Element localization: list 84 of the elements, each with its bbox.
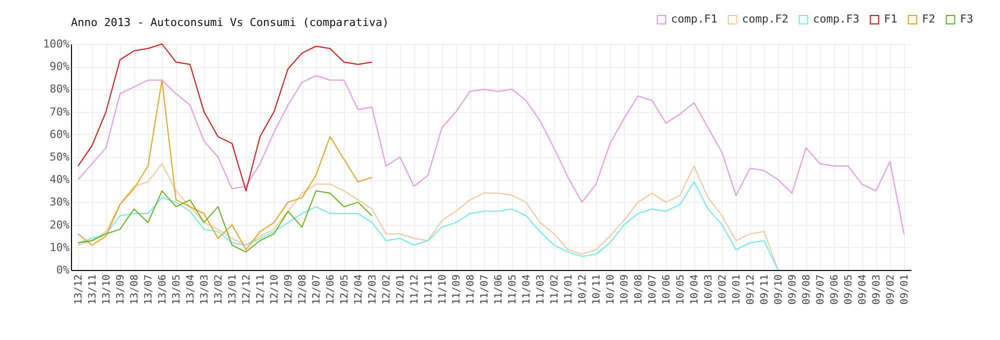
- legend-label: F3: [960, 12, 974, 26]
- y-tick-label: 50%: [50, 150, 70, 164]
- x-tick-label: 12/12: [242, 274, 252, 305]
- x-tick-label: 09/11: [760, 274, 770, 305]
- x-tick-label: 13/07: [144, 274, 154, 305]
- x-tick-label: 13/03: [200, 274, 210, 305]
- x-tick-label: 13/04: [186, 274, 196, 305]
- x-tick-label: 10/09: [620, 274, 630, 305]
- x-tick-label: 13/09: [116, 274, 126, 305]
- x-tick-label: 11/09: [452, 274, 462, 305]
- x-tick-label: 13/08: [130, 274, 140, 305]
- x-tick-label: 10/06: [662, 274, 672, 305]
- x-tick-label: 13/10: [102, 274, 112, 305]
- x-tick-label: 13/06: [158, 274, 168, 305]
- x-tick-label: 10/11: [592, 274, 602, 305]
- x-tick-label: 10/04: [690, 274, 700, 305]
- y-tick-label: 80%: [50, 82, 70, 96]
- x-tick-label: 11/02: [550, 274, 560, 305]
- legend-label: F2: [922, 12, 936, 26]
- x-tick-label: 11/01: [564, 274, 574, 305]
- y-tick-label: 100%: [43, 38, 70, 50]
- x-tick-label: 12/08: [298, 274, 308, 305]
- x-tick-label: 13/11: [88, 274, 98, 305]
- legend-label: comp.F3: [813, 12, 860, 26]
- x-tick-label: 10/10: [606, 274, 616, 305]
- x-tick-label: 12/06: [326, 274, 336, 305]
- y-tick-label: 30%: [50, 196, 70, 209]
- x-tick-label: 10/12: [578, 274, 588, 305]
- line-series: [78, 190, 372, 252]
- x-tick-label: 12/02: [382, 274, 392, 305]
- x-tick-label: 11/05: [508, 274, 518, 305]
- x-tick-label: 10/05: [676, 274, 686, 305]
- x-tick-label: 11/03: [536, 274, 546, 305]
- x-tick-label: 12/05: [340, 274, 350, 305]
- line-series: [78, 163, 778, 270]
- x-tick-label: 11/07: [480, 274, 490, 305]
- x-tick-label: 09/08: [802, 274, 812, 305]
- x-tick-label: 11/06: [494, 274, 504, 305]
- x-tick-label: 12/07: [312, 274, 322, 305]
- y-tick-label: 70%: [50, 105, 70, 118]
- x-tick-label: 12/03: [368, 274, 378, 305]
- x-tick-label: 10/03: [704, 274, 714, 305]
- x-tick-label: 12/10: [270, 274, 280, 305]
- y-tick-label: 40%: [50, 173, 70, 186]
- x-tick-label: 11/12: [410, 274, 420, 305]
- line-series: [78, 75, 904, 234]
- x-tick-label: 12/01: [396, 274, 406, 305]
- x-tick-label: 09/06: [830, 274, 840, 305]
- x-tick-label: 10/02: [718, 274, 728, 305]
- x-tick-label: 12/11: [256, 274, 266, 305]
- x-tick-label: 13/05: [172, 274, 182, 305]
- x-tick-label: 12/04: [354, 274, 364, 305]
- x-tick-label: 09/07: [816, 274, 826, 305]
- x-tick-label: 13/12: [74, 274, 84, 305]
- legend-label: comp.F1: [671, 12, 718, 26]
- x-tick-label: 12/09: [284, 274, 294, 305]
- legend-label: comp.F2: [742, 12, 788, 26]
- x-tick-label: 13/01: [228, 274, 238, 305]
- x-tick-label: 09/09: [788, 274, 798, 305]
- y-tick-label: 0%: [56, 264, 70, 276]
- x-tick-label: 09/10: [774, 274, 784, 305]
- x-tick-label: 13/02: [214, 274, 224, 305]
- x-tick-label: 09/01: [900, 274, 910, 305]
- legend-label: F1: [884, 12, 898, 26]
- x-tick-label: 11/11: [424, 274, 434, 305]
- x-tick-label: 11/10: [438, 274, 448, 305]
- x-tick-label: 09/12: [746, 274, 756, 305]
- line-series: [78, 181, 778, 270]
- x-tick-label: 09/03: [872, 274, 882, 305]
- x-tick-label: 10/07: [648, 274, 658, 305]
- x-tick-label: 11/04: [522, 274, 532, 305]
- x-tick-label: 09/02: [886, 274, 896, 305]
- y-tick-label: 90%: [50, 60, 70, 74]
- x-tick-label: 10/08: [634, 274, 644, 305]
- line-series: [78, 80, 372, 250]
- chart-title: Anno 2013 - Autoconsumi Vs Consumi (comparativa): [71, 16, 389, 29]
- y-tick-label: 20%: [50, 218, 70, 232]
- x-tick-label: 09/04: [858, 274, 868, 305]
- y-tick-label: 60%: [50, 128, 70, 141]
- x-tick-label: 09/05: [844, 274, 854, 305]
- line-series: [78, 44, 372, 192]
- x-tick-label: 10/01: [732, 274, 742, 305]
- y-tick-label: 10%: [50, 240, 70, 254]
- x-tick-label: 11/08: [466, 274, 476, 305]
